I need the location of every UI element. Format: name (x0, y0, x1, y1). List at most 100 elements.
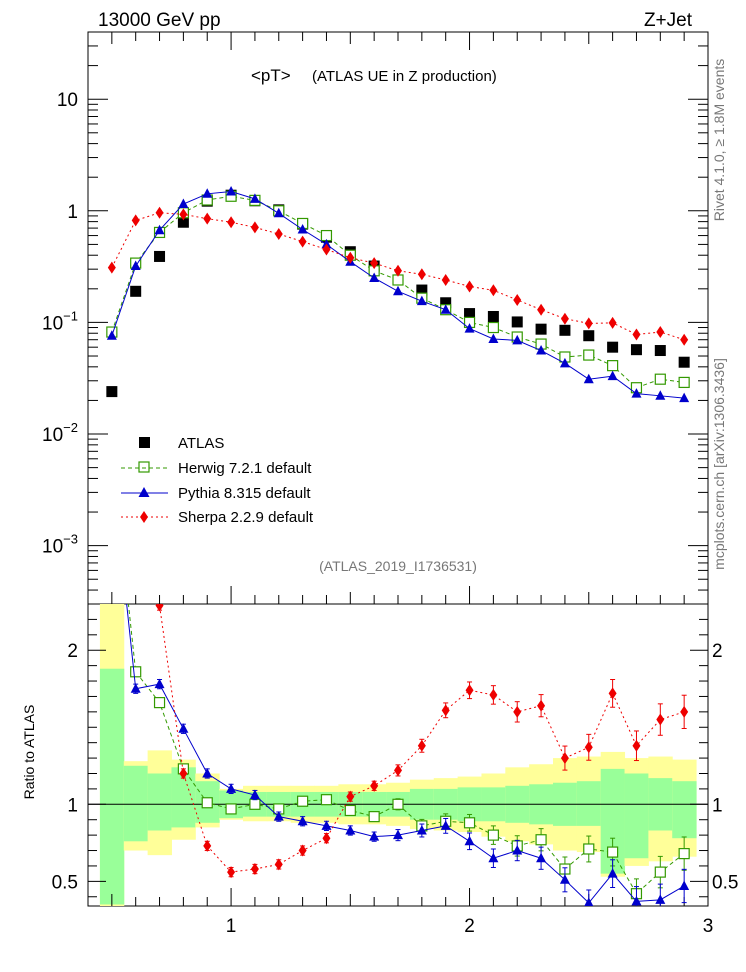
main-point-atlas (607, 341, 619, 353)
ratio-point-sherpa (417, 739, 426, 752)
main-point-atlas (630, 344, 642, 356)
ratio-point-herwig (153, 697, 166, 709)
main-point-atlas (678, 356, 690, 368)
main-point-sherpa (107, 261, 116, 274)
ratio-point-sherpa (465, 684, 474, 697)
main-point-sherpa (227, 216, 236, 229)
main-y-tick-exponent: −3 (63, 532, 78, 547)
legend-marker-atlas (139, 437, 150, 448)
ratio-x-tick-label: 1 (226, 916, 237, 937)
main-point-atlas (130, 285, 142, 297)
ratio-y-tick-label: 1 (67, 795, 78, 816)
ratio-point-sherpa (298, 844, 307, 857)
main-point-sherpa (560, 312, 569, 325)
legend-label-pythia: Pythia 8.315 default (178, 485, 311, 502)
main-point-atlas (511, 316, 523, 328)
main-point-sherpa (179, 208, 188, 221)
legend-marker-sherpa (140, 511, 148, 523)
ratio-point-pythia (655, 894, 666, 904)
main-point-pythia (202, 188, 213, 198)
main-point-herwig (487, 321, 499, 334)
ratio-panel-series (126, 604, 690, 906)
main-point-pythia (488, 333, 499, 344)
plot-title-main: <pT> (251, 66, 291, 85)
legend-label-atlas: ATLAS (178, 435, 224, 452)
main-point-atlas (535, 323, 547, 335)
main-point-sherpa (203, 212, 212, 225)
ratio-point-herwig (654, 866, 666, 878)
legend-label-sherpa: Sherpa 2.2.9 default (178, 509, 314, 526)
ratio-point-pythia (226, 783, 237, 793)
axes: 10−3 10−2 10−1 1 10 1 2 3 0.5 0.5 1 1 2 2 (42, 32, 738, 937)
main-point-herwig (583, 349, 595, 361)
ratio-point-sherpa (274, 858, 283, 871)
ratio-point-sherpa (680, 705, 689, 718)
main-point-atlas (177, 216, 189, 228)
ratio-point-pythia (416, 825, 427, 835)
main-point-pythia (512, 334, 523, 345)
ratio-point-herwig (535, 834, 547, 846)
main-point-atlas (464, 308, 476, 320)
main-point-sherpa (656, 326, 665, 339)
ratio-point-pythia (178, 723, 189, 733)
main-y-tick-label: 10−3 (42, 532, 78, 558)
ratio-point-sherpa (179, 767, 188, 780)
ratio-y-tick-label: 0.5 (52, 872, 78, 893)
ratio-axis-label: Ratio to ATLAS (21, 705, 37, 800)
ratio-point-pythia (273, 811, 284, 821)
main-point-sherpa (322, 243, 331, 256)
main-y-tick-label: 10 (57, 90, 78, 111)
legend-marker-herwig (138, 461, 150, 473)
main-point-atlas (583, 330, 595, 342)
ratio-point-herwig (368, 811, 380, 823)
main-point-pythia (536, 345, 547, 355)
energy-label: 13000 GeV pp (98, 10, 221, 31)
main-point-pythia (273, 207, 284, 218)
ratio-point-sherpa (537, 699, 546, 712)
ratio-y-tick-label-right: 0.5 (712, 872, 738, 893)
ratio-point-pythia (202, 767, 213, 778)
ratio-point-pythia (393, 829, 403, 840)
main-point-sherpa (489, 284, 498, 297)
main-y-tick-label: 10−1 (42, 308, 78, 334)
legend: ATLAS Herwig 7.2.1 default Pythia 8.315 … (121, 435, 314, 526)
main-point-sherpa (298, 235, 307, 248)
main-point-sherpa (441, 273, 450, 286)
plot-title-sub: (ATLAS UE in Z production) (312, 68, 497, 85)
ratio-point-herwig (297, 795, 309, 807)
legend-marker-pythia (138, 487, 150, 497)
ratio-point-pythia (584, 897, 594, 906)
ratio-band-inner (672, 781, 697, 839)
ratio-point-sherpa (489, 688, 498, 701)
main-point-sherpa (346, 251, 355, 264)
main-y-tick-exponent: −1 (63, 308, 78, 323)
ratio-point-pythia (559, 874, 570, 884)
main-point-sherpa (155, 206, 164, 219)
main-point-sherpa (513, 293, 522, 306)
rivet-label: Rivet 4.1.0, ≥ 1.8M events (711, 59, 727, 222)
main-y-tick-label: 1 (67, 202, 78, 223)
main-point-sherpa (584, 317, 593, 330)
main-point-sherpa (417, 268, 426, 281)
ratio-point-sherpa (394, 764, 402, 777)
ratio-band-inner (576, 781, 602, 826)
ratio-point-herwig (225, 803, 237, 815)
ratio-point-sherpa (560, 752, 569, 765)
ratio-point-herwig (201, 797, 213, 809)
ratio-point-pythia (345, 825, 356, 835)
ratio-x-tick-label: 2 (464, 916, 475, 937)
main-point-pythia (393, 285, 403, 296)
main-point-pythia (464, 323, 475, 333)
main-point-herwig (678, 376, 690, 389)
ratio-y-tick-label-right: 2 (712, 641, 723, 662)
main-point-sherpa (680, 333, 689, 346)
ratio-clipped-group (126, 604, 690, 906)
ratio-band-inner (123, 765, 149, 842)
ratio-x-tick-label: 3 (703, 916, 714, 937)
main-point-atlas (416, 284, 428, 296)
ratio-point-herwig (583, 843, 595, 855)
ratio-point-sherpa (322, 832, 331, 845)
main-point-sherpa (608, 316, 617, 329)
ratio-point-sherpa (584, 741, 593, 754)
